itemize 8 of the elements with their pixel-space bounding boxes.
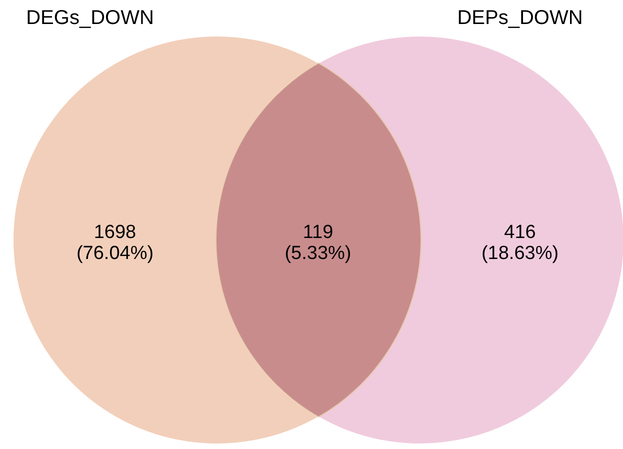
text: (5.33%): [284, 243, 352, 264]
data-label: 119: [302, 222, 334, 243]
data-label: 1698: [94, 222, 136, 243]
text: DEPs_DOWN: [457, 7, 583, 29]
data-label: 416: [504, 222, 536, 243]
text: (18.63%): [481, 243, 559, 264]
text: (76.04%): [76, 243, 154, 264]
text: DEGs_DOWN: [26, 7, 154, 29]
